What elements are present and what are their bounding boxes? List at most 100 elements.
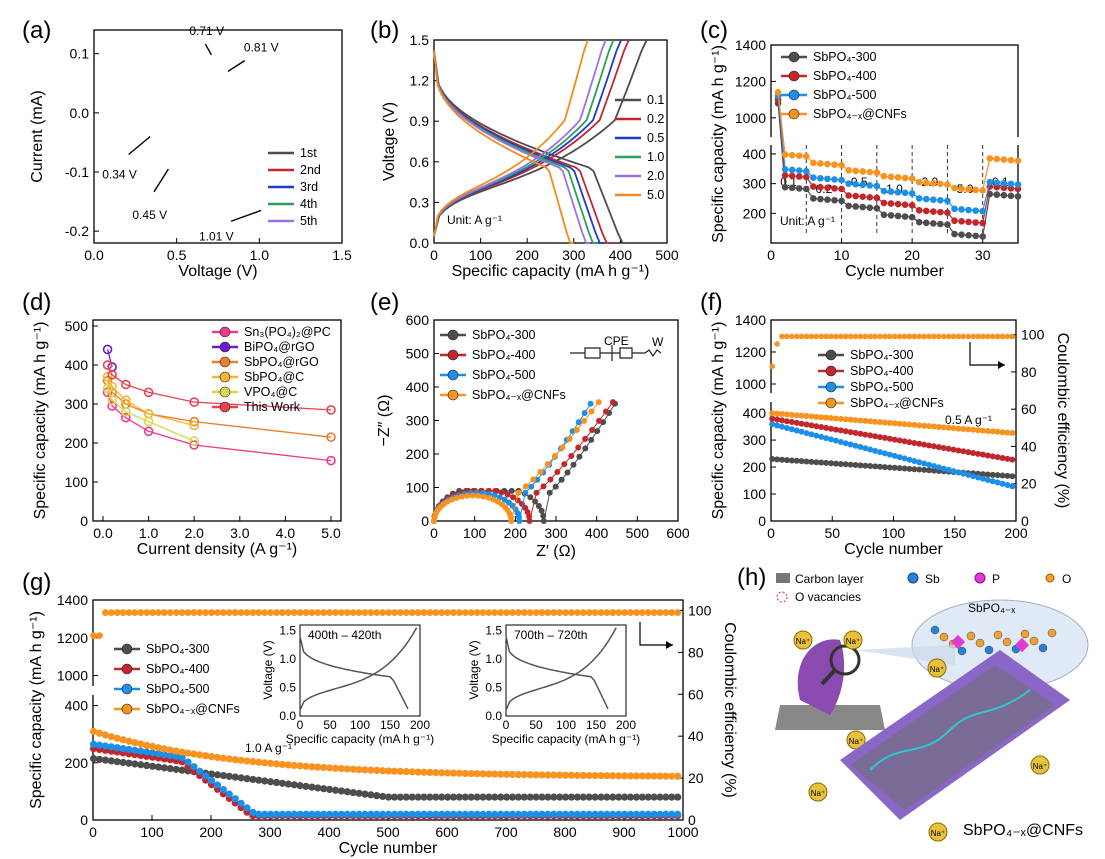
- cycle-point: [798, 458, 805, 465]
- nyquist-point: [552, 483, 559, 490]
- ce-point: [887, 333, 893, 340]
- nyquist-point: [458, 493, 465, 500]
- cycle-point: [975, 474, 982, 481]
- crystal-atom: [939, 632, 949, 642]
- rate-point: [866, 168, 874, 176]
- cycle-point: [461, 793, 469, 801]
- nyquist-point: [537, 469, 544, 476]
- nyquist-point: [504, 491, 511, 498]
- panel-label: (f): [700, 289, 723, 316]
- cycle-point: [426, 793, 434, 801]
- cycle-point: [237, 756, 245, 764]
- panel-a: (a) 0.0 0.5 1.0 1.5 -0.2 -0.1 0.0 0.1 Voltage (V)…: [22, 17, 352, 280]
- x-axis-title: Current density (A g⁻¹): [137, 541, 298, 558]
- nyquist-point: [515, 489, 522, 496]
- ce-point: [544, 609, 552, 616]
- inset-title: 700th – 720th: [514, 628, 587, 642]
- y-tick-label: 0.0: [70, 105, 90, 121]
- panel-label: (d): [22, 289, 51, 316]
- nyquist-point: [582, 445, 589, 452]
- cycle-point: [337, 787, 345, 795]
- cycle-point: [994, 454, 1001, 461]
- o-atom-icon: [1045, 573, 1055, 583]
- cycle-point: [828, 415, 835, 422]
- series-point: [121, 412, 131, 423]
- ce-point: [828, 333, 834, 340]
- series-point: [107, 369, 117, 380]
- cycle-point: [818, 433, 825, 440]
- annotation-label: 1.01 V: [199, 229, 234, 243]
- ce-point: [638, 609, 646, 616]
- inset-y-title: Voltage (V): [261, 640, 275, 699]
- y-tick-label: 0: [80, 513, 88, 529]
- sodium-ion-icon: [1030, 755, 1050, 775]
- cycle-point: [278, 779, 286, 787]
- x-tick-label: 5.0: [321, 525, 341, 541]
- cycle-point: [384, 793, 393, 801]
- rate-point: [887, 212, 895, 219]
- x-tick-label: 0: [430, 247, 438, 263]
- legend-label: 2nd: [300, 163, 321, 177]
- y-tick-label: 300: [743, 176, 767, 192]
- ce-point: [249, 609, 257, 616]
- cycle-point: [473, 793, 481, 801]
- cycle-point: [603, 793, 611, 801]
- cycle-point: [367, 810, 375, 818]
- rate-point: [866, 204, 874, 211]
- legend-label: SbPO₄₋ₓ@CNFs: [146, 702, 240, 716]
- cycle-point: [544, 793, 552, 801]
- cycle-point: [355, 789, 363, 797]
- cycle-point: [497, 770, 505, 778]
- cycle-point: [886, 435, 893, 442]
- arrow-head: [666, 641, 673, 649]
- ce-point: [202, 609, 210, 616]
- y2-tick-label: 60: [688, 686, 704, 702]
- cycle-point: [935, 464, 942, 471]
- ce-axis-arrow: [969, 342, 1005, 366]
- cycle-point: [656, 793, 664, 801]
- cycle-point: [455, 769, 463, 777]
- legend-marker: [219, 326, 231, 338]
- x-tick-label: 500: [655, 247, 679, 263]
- carbon-layer-block: [775, 705, 885, 730]
- nyquist-point: [526, 513, 533, 520]
- rate-point: [887, 200, 895, 207]
- legend-marker: [121, 703, 133, 715]
- cycle-point: [331, 764, 340, 772]
- y-tick-label: 0.3: [410, 194, 430, 210]
- cycle-point: [852, 417, 859, 424]
- cycle-point: [526, 771, 534, 779]
- legend-marker: [447, 389, 459, 401]
- y2-tick-label: 40: [688, 728, 704, 744]
- rate-point: [831, 176, 838, 183]
- bubble-label: SbPO₄₋ₓ: [968, 601, 1015, 615]
- cycle-point: [813, 432, 820, 439]
- y-tick-label: 1000: [57, 668, 88, 684]
- legend-label: SbPO₄₋ₓ@CNFs: [472, 388, 566, 402]
- sb-atom-icon: [907, 572, 919, 584]
- ce-point: [149, 609, 156, 616]
- legend-label: 2.0: [647, 169, 664, 183]
- series-point: [326, 432, 336, 442]
- sodium-ion-label: Na⁺: [931, 829, 945, 838]
- cycle-point: [119, 744, 127, 753]
- ce-axis-arrow: [639, 622, 673, 646]
- ce-point: [1009, 333, 1016, 340]
- cycle-point: [266, 810, 275, 818]
- ce-point: [426, 609, 434, 616]
- cycle-point: [231, 756, 239, 764]
- cycle-point: [284, 761, 292, 769]
- nyquist-point: [535, 502, 542, 509]
- nyquist-point: [566, 435, 573, 442]
- cycle-point: [172, 747, 180, 755]
- cycle-point: [823, 435, 830, 442]
- nyquist-point: [527, 494, 534, 501]
- ce-point: [290, 609, 298, 616]
- cycle-point: [832, 426, 839, 433]
- nyquist-point: [453, 494, 460, 501]
- cycle-point: [774, 410, 781, 417]
- cycle-point: [877, 419, 884, 426]
- cycle-point: [95, 741, 104, 749]
- x-axis-title: Cycle number: [844, 541, 943, 558]
- ce-point: [585, 609, 593, 616]
